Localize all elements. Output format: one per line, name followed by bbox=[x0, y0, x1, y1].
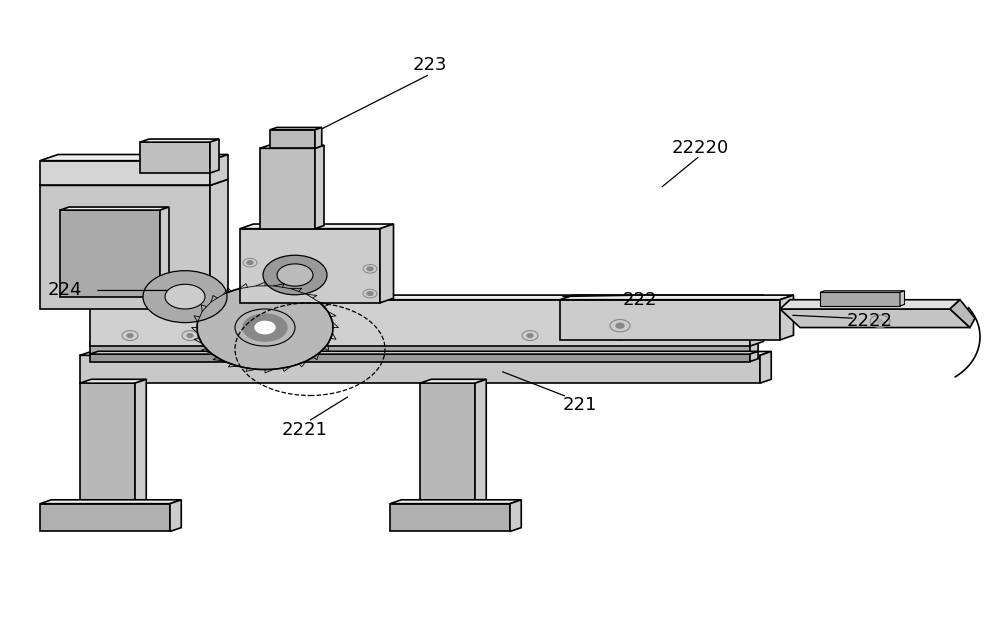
Polygon shape bbox=[750, 295, 764, 346]
Circle shape bbox=[143, 271, 227, 323]
Polygon shape bbox=[260, 148, 315, 229]
Text: 221: 221 bbox=[563, 396, 597, 414]
Text: 224: 224 bbox=[48, 281, 82, 300]
Polygon shape bbox=[315, 127, 322, 148]
Polygon shape bbox=[240, 229, 380, 303]
Polygon shape bbox=[780, 309, 970, 328]
Text: 223: 223 bbox=[413, 56, 447, 74]
Polygon shape bbox=[780, 295, 794, 340]
Polygon shape bbox=[80, 379, 146, 383]
Circle shape bbox=[187, 334, 193, 337]
Polygon shape bbox=[40, 500, 181, 504]
Polygon shape bbox=[820, 291, 904, 292]
Polygon shape bbox=[140, 139, 219, 142]
Polygon shape bbox=[40, 161, 210, 185]
Polygon shape bbox=[420, 379, 486, 383]
Polygon shape bbox=[80, 355, 760, 383]
Circle shape bbox=[165, 284, 205, 309]
Circle shape bbox=[277, 264, 313, 286]
Polygon shape bbox=[390, 504, 510, 531]
Polygon shape bbox=[210, 179, 228, 309]
Circle shape bbox=[367, 292, 373, 295]
Polygon shape bbox=[40, 179, 228, 185]
Polygon shape bbox=[90, 300, 750, 346]
Polygon shape bbox=[80, 383, 135, 507]
Circle shape bbox=[527, 334, 533, 337]
Polygon shape bbox=[90, 342, 750, 355]
Circle shape bbox=[247, 261, 253, 265]
Polygon shape bbox=[475, 379, 486, 507]
Circle shape bbox=[127, 334, 133, 337]
Polygon shape bbox=[270, 127, 322, 130]
Polygon shape bbox=[80, 352, 771, 355]
Polygon shape bbox=[160, 207, 169, 297]
Circle shape bbox=[255, 321, 275, 334]
Circle shape bbox=[367, 267, 373, 271]
Polygon shape bbox=[420, 383, 475, 507]
Polygon shape bbox=[510, 500, 521, 531]
Polygon shape bbox=[90, 351, 758, 354]
Polygon shape bbox=[315, 145, 324, 229]
Polygon shape bbox=[240, 224, 394, 229]
Polygon shape bbox=[40, 154, 228, 161]
Circle shape bbox=[877, 320, 883, 323]
Polygon shape bbox=[750, 339, 758, 355]
Polygon shape bbox=[90, 295, 764, 300]
Polygon shape bbox=[60, 207, 169, 210]
Circle shape bbox=[263, 255, 327, 295]
Text: 22220: 22220 bbox=[671, 139, 729, 158]
Circle shape bbox=[616, 323, 624, 328]
Polygon shape bbox=[60, 210, 160, 297]
Polygon shape bbox=[140, 142, 210, 173]
Polygon shape bbox=[170, 500, 181, 531]
Polygon shape bbox=[380, 224, 394, 303]
Polygon shape bbox=[270, 130, 315, 148]
Polygon shape bbox=[750, 351, 758, 362]
Polygon shape bbox=[40, 185, 210, 309]
Polygon shape bbox=[210, 139, 219, 173]
Polygon shape bbox=[135, 379, 146, 507]
Text: 222: 222 bbox=[623, 290, 657, 309]
Polygon shape bbox=[820, 292, 900, 306]
Text: 2221: 2221 bbox=[282, 420, 328, 439]
Polygon shape bbox=[40, 504, 170, 531]
Circle shape bbox=[617, 334, 623, 337]
Polygon shape bbox=[560, 300, 780, 340]
Polygon shape bbox=[90, 339, 758, 342]
Polygon shape bbox=[260, 145, 324, 148]
Polygon shape bbox=[390, 500, 521, 504]
Polygon shape bbox=[197, 286, 333, 370]
Polygon shape bbox=[760, 352, 771, 383]
Polygon shape bbox=[560, 295, 794, 300]
Circle shape bbox=[243, 314, 287, 341]
Polygon shape bbox=[780, 300, 960, 309]
Polygon shape bbox=[950, 300, 975, 328]
Text: 2222: 2222 bbox=[847, 312, 893, 331]
Polygon shape bbox=[900, 291, 904, 306]
Polygon shape bbox=[90, 354, 750, 362]
Polygon shape bbox=[210, 154, 228, 185]
